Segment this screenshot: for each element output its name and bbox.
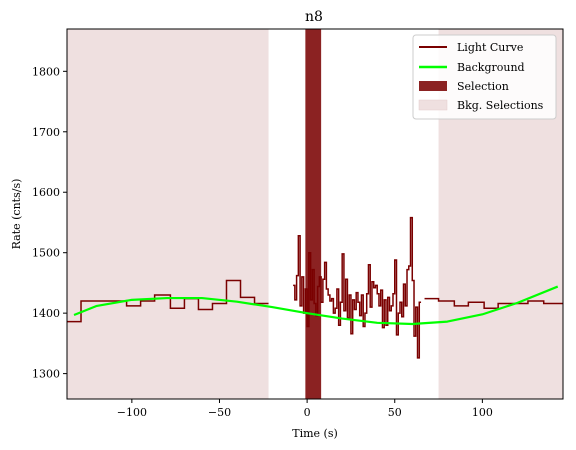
y-axis: 1300 1400 1500 1600 1700 1800	[32, 65, 67, 381]
x-tick-label: −100	[117, 406, 147, 419]
x-tick-label: −50	[208, 406, 231, 419]
light-curve-line	[424, 297, 563, 310]
y-tick-label: 1400	[32, 307, 60, 320]
x-axis: −100 −50 0 50 100	[117, 399, 493, 419]
selection-region	[305, 29, 322, 399]
y-tick-label: 1300	[32, 368, 60, 381]
legend-bkg-selections-label: Bkg. Selections	[457, 99, 544, 112]
x-axis-label: Time (s)	[292, 427, 338, 440]
bkg-selection-region	[67, 29, 269, 399]
legend: Light Curve Background Selection Bkg. Se…	[412, 34, 557, 120]
plot-area	[67, 29, 563, 399]
y-tick-label: 1700	[32, 126, 60, 139]
y-tick-label: 1500	[32, 247, 60, 260]
background-model-line	[73, 285, 559, 326]
legend-bkg-selections-swatch	[418, 99, 448, 111]
plot-frame	[66, 28, 564, 400]
y-axis-label: Rate (cnts/s)	[10, 179, 23, 250]
x-tick-label: 0	[304, 406, 311, 419]
legend-selection-swatch	[419, 81, 447, 91]
x-tick-label: 50	[388, 406, 402, 419]
legend-light-curve-label: Light Curve	[457, 41, 523, 54]
y-tick-label: 1800	[32, 65, 60, 78]
y-tick-label: 1600	[32, 186, 60, 199]
legend-selection-label: Selection	[457, 80, 509, 93]
light-curve-line	[293, 216, 422, 359]
legend-box	[412, 34, 557, 120]
legend-background-label: Background	[457, 61, 525, 74]
chart-title: n8	[305, 9, 323, 25]
x-tick-label: 100	[472, 406, 493, 419]
